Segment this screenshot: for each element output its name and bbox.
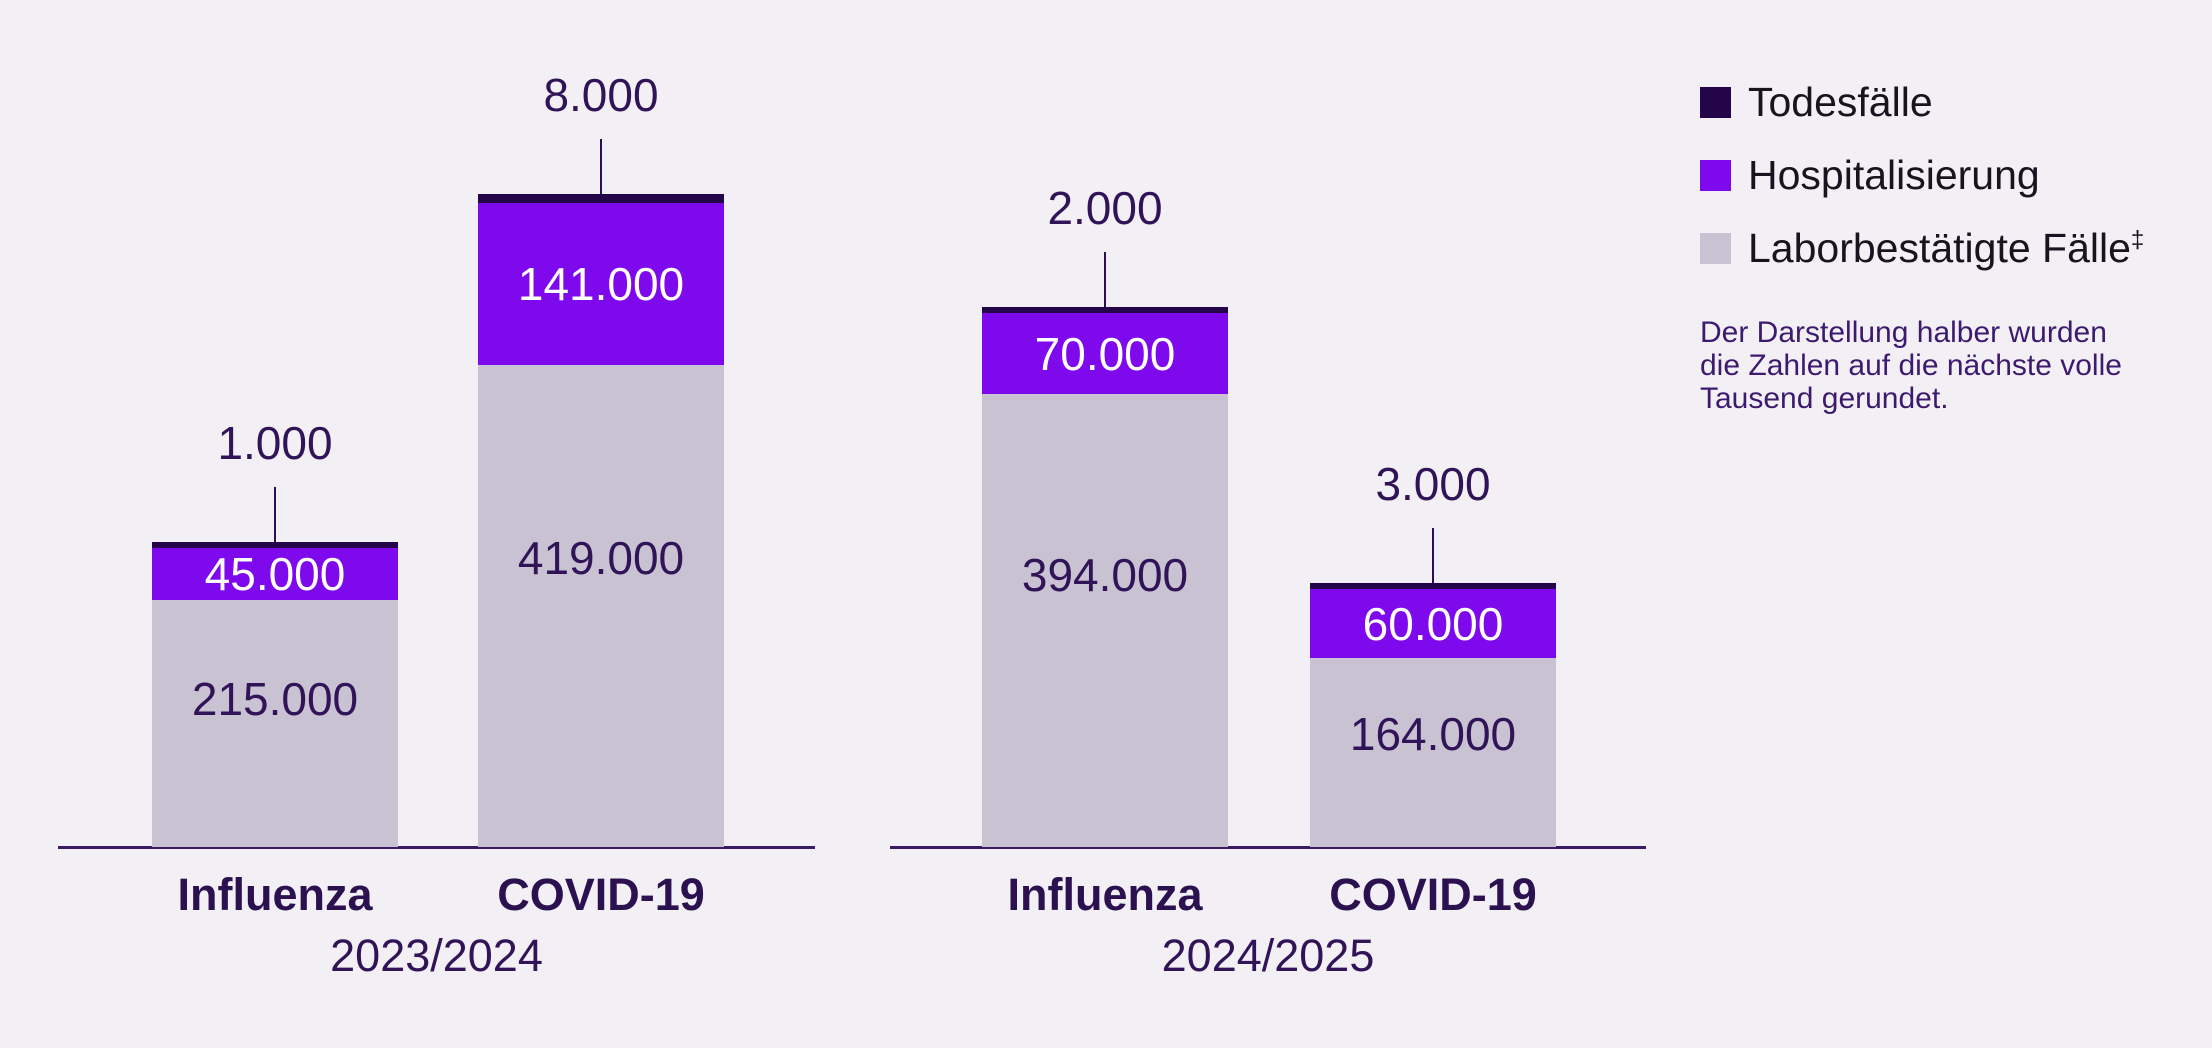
death-callout-line-influenza-2024-2025 — [1104, 252, 1106, 308]
legend-label-todesfaelle: Todesfälle — [1748, 79, 1933, 125]
legend-label-hospitalisierung: Hospitalisierung — [1748, 152, 2040, 198]
rounding-note-line: die Zahlen auf die nächste volle — [1700, 349, 2122, 382]
segment-value-covid-19-laborbestaetigte-faelle: 164.000 — [1349, 707, 1517, 760]
footnote-marker: ‡ — [2130, 226, 2145, 254]
legend-swatch-hospitalisierung-icon — [1700, 159, 1731, 191]
segment-value-influenza-laborbestaetigte-faelle: 394.000 — [1021, 549, 1189, 602]
death-callout-line-covid-19-2024-2025 — [1432, 528, 1434, 584]
baseline-2024-2025 — [890, 846, 1646, 849]
segment-value-covid-19-hospitalisierung: 60.000 — [1362, 597, 1504, 650]
segment-todesf-lle-covid-19 — [478, 193, 724, 203]
legend-label-laborbestaetigte-faelle: Laborbestätigte Fälle‡ — [1748, 225, 2145, 271]
season-label-2024-2025: 2024/2025 — [1161, 930, 1375, 981]
category-label-covid-19-2024-2025: COVID-19 — [1329, 869, 1537, 920]
segment-value-covid-19-hospitalisierung: 141.000 — [517, 258, 685, 311]
legend-swatch-laborbestaetigte-faelle-icon — [1700, 232, 1731, 264]
legend-swatch-todesfaelle-icon — [1700, 86, 1731, 118]
segment-laborbest-tigte-f-lle-covid-19 — [478, 365, 724, 847]
segment-value-influenza-hospitalisierung: 45.000 — [204, 547, 346, 600]
segment-hospitalisierung-influenza — [982, 313, 1228, 394]
death-callout-value-influenza-2024-2025: 2.000 — [1047, 182, 1163, 235]
category-label-influenza-2024-2025: Influenza — [1007, 869, 1203, 920]
side-panel: Todesfälle Hospitalisierung Laborbestäti… — [1700, 80, 2180, 415]
category-label-covid-19-2023-2024: COVID-19 — [497, 869, 705, 920]
rounding-note: Der Darstellung halber wurden die Zahlen… — [1700, 316, 2180, 415]
segment-laborbest-tigte-f-lle-influenza — [152, 599, 398, 847]
season-label-2023-2024: 2023/2024 — [330, 930, 543, 981]
segment-laborbest-tigte-f-lle-influenza — [982, 393, 1228, 847]
death-callout-value-influenza-2023-2024: 1.000 — [217, 417, 333, 469]
rounding-note-line: Der Darstellung halber wurden — [1700, 316, 2107, 349]
segment-value-covid-19-laborbestaetigte-faelle: 419.000 — [517, 531, 685, 584]
segment-hospitalisierung-influenza — [152, 548, 398, 600]
rounding-note-line: Tausend gerundet. — [1700, 382, 1949, 415]
segment-todesf-lle-covid-19 — [1310, 583, 1556, 590]
legend-item-todesfaelle: Todesfälle — [1700, 80, 2180, 124]
baseline-2023-2024 — [58, 846, 815, 849]
segment-value-influenza-hospitalisierung: 70.000 — [1034, 327, 1176, 380]
segment-value-influenza-laborbestaetigte-faelle: 215.000 — [191, 672, 359, 725]
segment-todesf-lle-influenza — [152, 542, 398, 548]
segment-hospitalisierung-covid-19 — [1310, 589, 1556, 659]
category-label-influenza-2023-2024: Influenza — [177, 869, 373, 920]
segment-laborbest-tigte-f-lle-covid-19 — [1310, 658, 1556, 847]
death-callout-value-covid-19-2024-2025: 3.000 — [1375, 458, 1491, 511]
death-callout-value-covid-19-2023-2024: 8.000 — [543, 68, 659, 121]
segment-todesf-lle-influenza — [982, 307, 1228, 314]
legend-item-hospitalisierung: Hospitalisierung — [1700, 153, 2180, 197]
legend-item-laborbestaetigte-faelle: Laborbestätigte Fälle‡ — [1700, 226, 2180, 270]
death-callout-line-influenza-2023-2024 — [274, 487, 276, 542]
legend: Todesfälle Hospitalisierung Laborbestäti… — [1700, 80, 2180, 270]
segment-hospitalisierung-covid-19 — [478, 203, 724, 366]
death-callout-line-covid-19-2023-2024 — [600, 138, 602, 194]
